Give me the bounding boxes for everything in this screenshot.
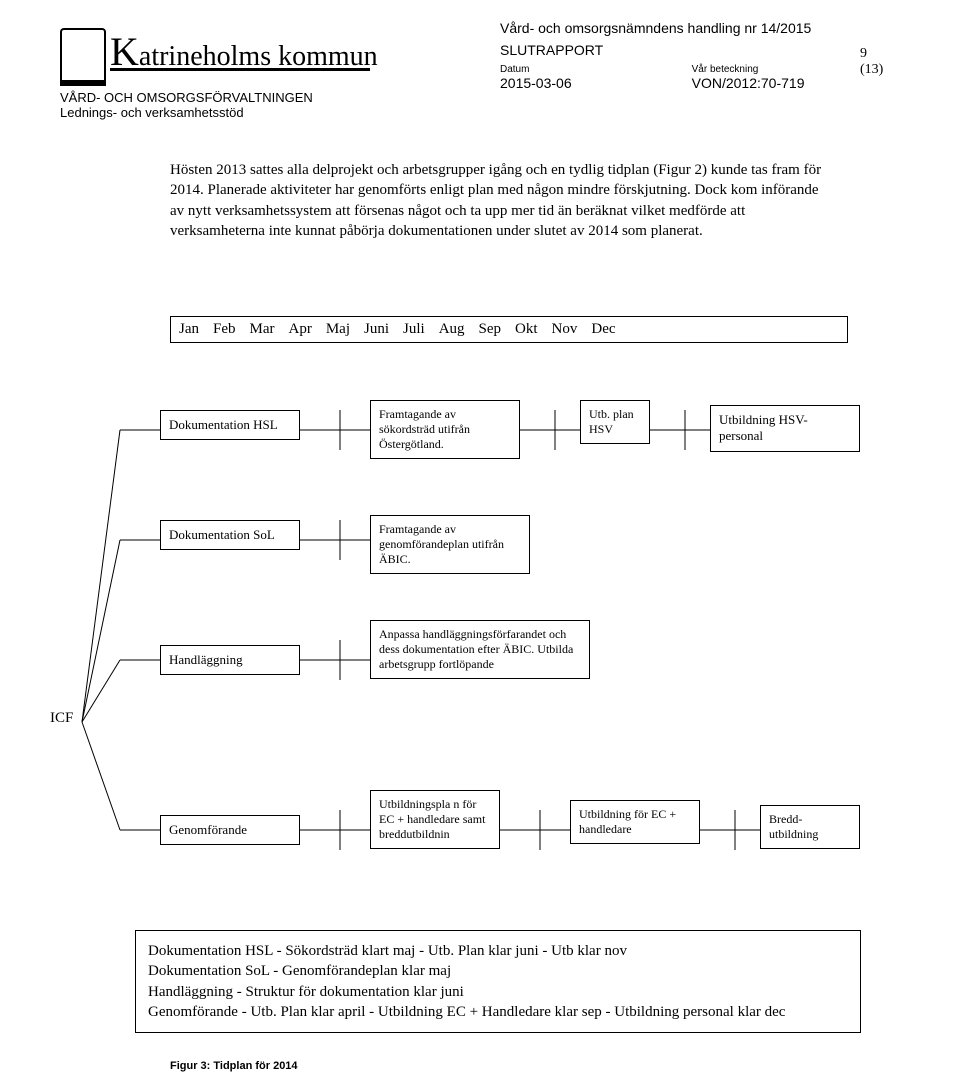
summary-box: Dokumentation HSL - Sökordsträd klart ma…: [135, 930, 861, 1033]
node-dok-sol: Dokumentation SoL: [160, 520, 300, 550]
summary-line: Genomförande - Utb. Plan klar april - Ut…: [148, 1002, 848, 1022]
beteckning-label: Vår beteckning: [692, 64, 805, 75]
summary-line: Dokumentation HSL - Sökordsträd klart ma…: [148, 941, 848, 961]
handling-line: Vård- och omsorgsnämndens handling nr 14…: [500, 20, 811, 36]
node-anpassa: Anpassa handläggningsförfarandet och des…: [370, 620, 590, 679]
month: Sep: [479, 321, 502, 338]
datum-value: 2015-03-06: [500, 75, 572, 91]
dept-line2: Lednings- och verksamhetsstöd: [60, 105, 313, 120]
node-dok-hsl: Dokumentation HSL: [160, 410, 300, 440]
month: Mar: [250, 321, 275, 338]
node-genomforande: Genomförande: [160, 815, 300, 845]
month: Aug: [439, 321, 465, 338]
month: Feb: [213, 321, 236, 338]
body-paragraph: Hösten 2013 sattes alla delprojekt och a…: [170, 160, 830, 241]
month: Apr: [289, 321, 312, 338]
month: Nov: [552, 321, 578, 338]
page-number: 9 (13): [860, 46, 883, 78]
node-genomforandeplan: Framtagande av genomförandeplan utifrån …: [370, 515, 530, 574]
month: Jan: [179, 321, 199, 338]
month: Juni: [364, 321, 389, 338]
datum-label: Datum: [500, 64, 572, 75]
root-label-icf: ICF: [50, 710, 73, 727]
node-sokordstrad: Framtagande av sökordsträd utifrån Öster…: [370, 400, 520, 459]
org-diagram: ICF Dokumentation HSL Framtagande av sök…: [50, 370, 910, 930]
kommun-logo: [60, 28, 106, 80]
page-root: Katrineholms kommun Vård- och omsorgsnäm…: [0, 0, 960, 1085]
months-bar: Jan Feb Mar Apr Maj Juni Juli Aug Sep Ok…: [170, 316, 848, 343]
figure-caption: Figur 3: Tidplan för 2014: [170, 1060, 298, 1072]
doc-type: SLUTRAPPORT: [500, 42, 811, 58]
header-right: Vård- och omsorgsnämndens handling nr 14…: [500, 20, 811, 91]
summary-line: Dokumentation SoL - Genomförandeplan kla…: [148, 961, 848, 981]
month: Juli: [403, 321, 425, 338]
month: Okt: [515, 321, 538, 338]
node-breddutbildning: Bredd- utbildning: [760, 805, 860, 849]
department-block: VÅRD- OCH OMSORGSFÖRVALTNINGEN Lednings-…: [60, 90, 313, 120]
node-handlaggning: Handläggning: [160, 645, 300, 675]
node-utb-plan-hsv: Utb. plan HSV: [580, 400, 650, 444]
node-utb-hsv-pers: Utbildning HSV-personal: [710, 405, 860, 452]
node-utbildning-ec: Utbildning för EC + handledare: [570, 800, 700, 844]
month: Dec: [591, 321, 615, 338]
dept-line1: VÅRD- OCH OMSORGSFÖRVALTNINGEN: [60, 90, 313, 105]
summary-line: Handläggning - Struktur för dokumentatio…: [148, 982, 848, 1002]
month: Maj: [326, 321, 350, 338]
node-utbildningsplan-ec: Utbildningspla n för EC + handledare sam…: [370, 790, 500, 849]
header-underline: [110, 68, 370, 71]
beteckning-value: VON/2012:70-719: [692, 75, 805, 91]
